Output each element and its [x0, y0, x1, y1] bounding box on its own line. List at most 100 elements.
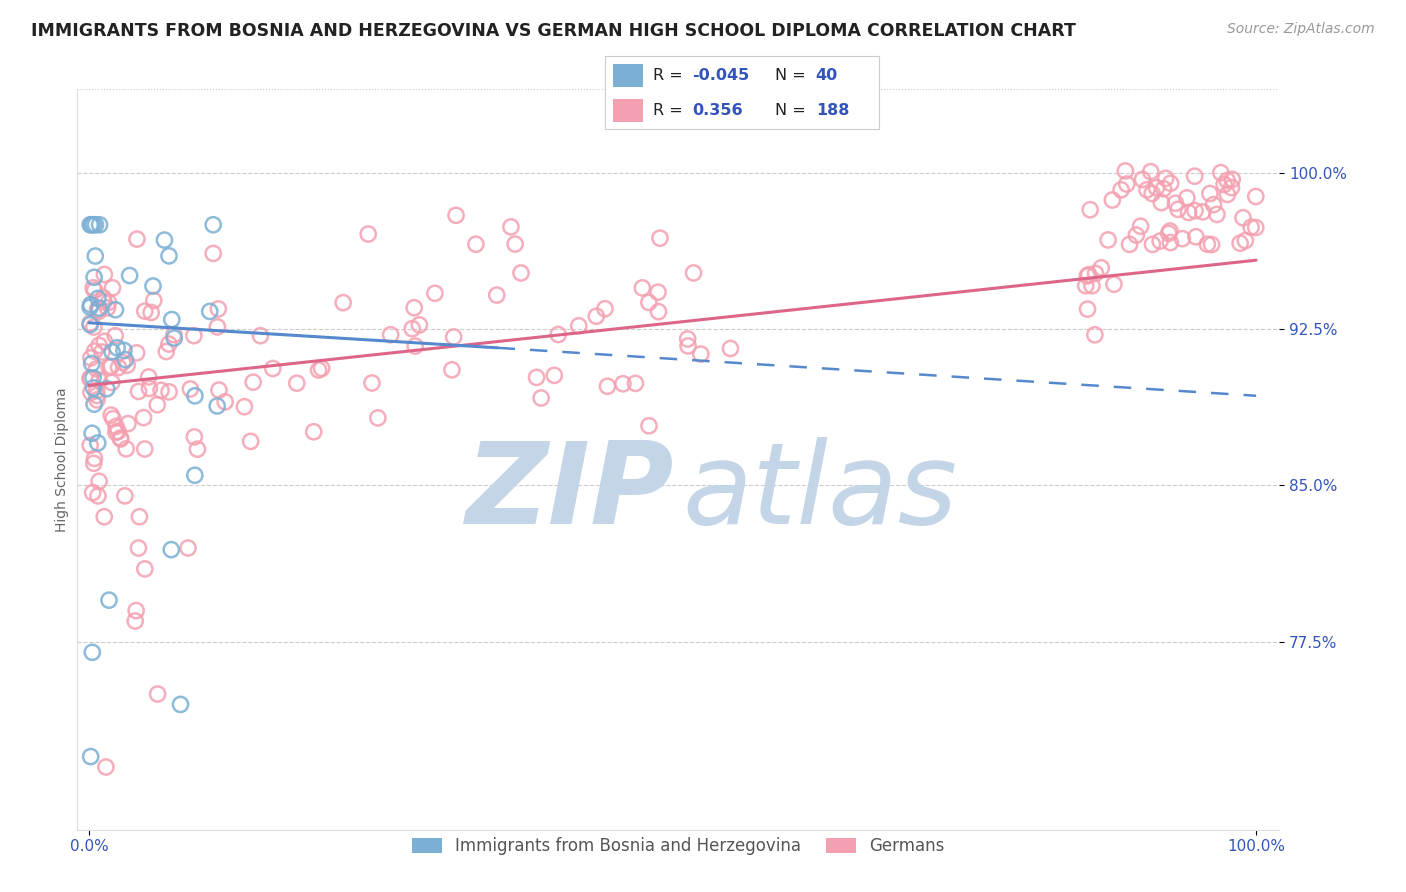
Point: [202, 218, 225, 232]
Point: [1160, 176, 1182, 190]
Point: [631, 281, 654, 295]
Point: [1175, 191, 1198, 205]
Point: [596, 379, 619, 393]
Legend: Immigrants from Bosnia and Herzegovina, Germans: Immigrants from Bosnia and Herzegovina, …: [405, 830, 952, 862]
Point: [79, 300, 101, 314]
Point: [160, 542, 183, 557]
Point: [110, 431, 132, 445]
Text: Source: ZipAtlas.com: Source: ZipAtlas.com: [1227, 22, 1375, 37]
Point: [311, 361, 333, 376]
Point: [1077, 268, 1099, 282]
Point: [1220, 180, 1243, 194]
Point: [125, 604, 148, 618]
Point: [647, 304, 669, 318]
Point: [1157, 227, 1180, 241]
Point: [1185, 229, 1208, 244]
Point: [543, 368, 565, 383]
Point: [79, 316, 101, 330]
Point: [160, 312, 183, 326]
Point: [146, 687, 169, 701]
Text: N =: N =: [775, 68, 806, 83]
Text: 188: 188: [815, 103, 849, 118]
Point: [1142, 237, 1164, 252]
Point: [117, 417, 139, 431]
Point: [530, 391, 553, 405]
Point: [1139, 164, 1161, 178]
Point: [404, 301, 426, 315]
Point: [101, 281, 124, 295]
Point: [186, 442, 208, 457]
Point: [79, 218, 101, 232]
Point: [87, 304, 110, 318]
Point: [111, 355, 134, 369]
Point: [79, 438, 101, 452]
Point: [638, 418, 661, 433]
Point: [647, 285, 669, 300]
Point: [503, 237, 526, 252]
Point: [499, 219, 522, 234]
Point: [150, 384, 173, 398]
Point: [89, 373, 111, 387]
Point: [138, 381, 160, 395]
Point: [83, 270, 105, 285]
Point: [1184, 169, 1206, 184]
Point: [96, 382, 118, 396]
Point: [128, 509, 150, 524]
Point: [87, 292, 110, 306]
Point: [118, 268, 141, 283]
Point: [79, 749, 101, 764]
Point: [115, 358, 138, 372]
Text: R =: R =: [652, 103, 682, 118]
Point: [689, 347, 711, 361]
Point: [104, 425, 127, 440]
Point: [163, 331, 186, 345]
Point: [1154, 171, 1177, 186]
Point: [1077, 302, 1099, 317]
Point: [93, 334, 115, 349]
Point: [84, 218, 107, 232]
Point: [1234, 234, 1257, 248]
Point: [82, 645, 104, 659]
Point: [308, 363, 330, 377]
Point: [214, 395, 236, 409]
Point: [444, 208, 467, 222]
Point: [648, 231, 671, 245]
Point: [82, 371, 104, 385]
Point: [125, 346, 148, 360]
Point: [83, 320, 105, 334]
Point: [285, 376, 308, 391]
Point: [568, 318, 591, 333]
Y-axis label: High School Diploma: High School Diploma: [55, 387, 69, 532]
Point: [153, 233, 176, 247]
Point: [104, 302, 127, 317]
Point: [107, 360, 129, 375]
Point: [1136, 183, 1159, 197]
Point: [1209, 166, 1232, 180]
Point: [1129, 219, 1152, 234]
Point: [114, 489, 136, 503]
Point: [233, 400, 256, 414]
Point: [134, 304, 156, 318]
Point: [177, 541, 200, 555]
Point: [1213, 178, 1236, 192]
Point: [86, 392, 108, 407]
Point: [184, 468, 207, 483]
Point: [184, 389, 207, 403]
Point: [93, 294, 115, 309]
Point: [89, 218, 111, 232]
Point: [404, 339, 426, 353]
Point: [105, 341, 128, 355]
Point: [1090, 260, 1112, 275]
Point: [1216, 173, 1239, 187]
Point: [157, 384, 180, 399]
Point: [1114, 164, 1136, 178]
Point: [547, 327, 569, 342]
Point: [585, 310, 607, 324]
Point: [1229, 236, 1251, 251]
Point: [1109, 183, 1132, 197]
Point: [242, 375, 264, 389]
Point: [93, 291, 115, 305]
Point: [1101, 193, 1123, 207]
Point: [87, 489, 110, 503]
Point: [526, 370, 548, 384]
